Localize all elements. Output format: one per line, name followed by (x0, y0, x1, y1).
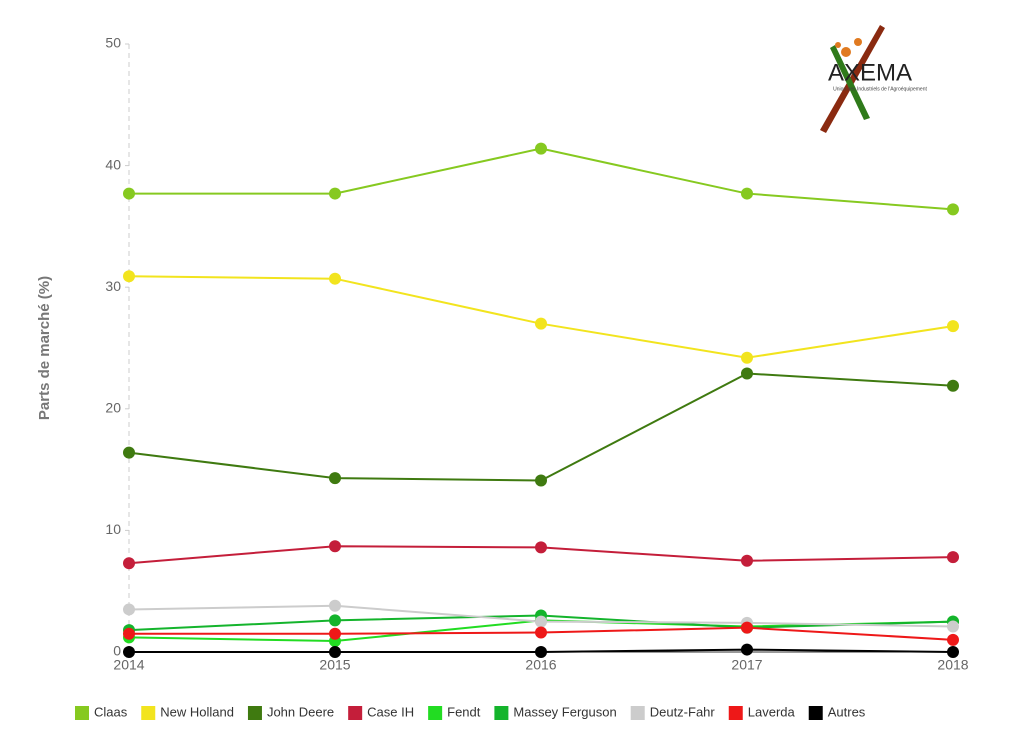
data-point (947, 551, 959, 564)
data-point (535, 474, 547, 487)
legend-swatch (141, 706, 156, 720)
legend-swatch (348, 706, 363, 720)
data-point (123, 187, 135, 200)
data-point (123, 627, 135, 640)
legend-label: New Holland (160, 704, 234, 719)
data-point (329, 646, 341, 658)
data-point (535, 541, 547, 554)
data-point (329, 540, 341, 553)
y-tick-label: 0 (113, 643, 121, 659)
legend-swatch (428, 706, 443, 720)
data-point (741, 367, 753, 380)
logo-tagline: Union des Industriels de l'Agroéquipemen… (833, 86, 927, 92)
logo-dot (841, 47, 851, 57)
data-point (741, 187, 753, 200)
y-tick-label: 10 (105, 521, 121, 537)
data-point (329, 472, 341, 485)
data-point (123, 446, 135, 459)
data-point (535, 646, 547, 658)
data-point (123, 603, 135, 616)
legend-label: Claas (94, 704, 128, 719)
legend-swatch (494, 706, 509, 720)
y-tick-label: 40 (105, 156, 121, 172)
data-point (947, 620, 959, 633)
x-tick-label: 2017 (731, 657, 762, 673)
x-tick-label: 2014 (113, 657, 144, 673)
data-point (123, 557, 135, 570)
data-point (329, 627, 341, 640)
logo-stroke (830, 45, 870, 120)
logo-dot (854, 38, 862, 46)
logo: AXEMA Union des Industriels de l'Agroéqu… (820, 25, 928, 133)
legend-swatch (75, 706, 89, 720)
data-point (947, 646, 959, 658)
data-point (947, 633, 959, 646)
data-point (947, 320, 959, 333)
legend-label: Fendt (447, 704, 481, 719)
series-line (129, 147, 954, 211)
legend-swatch (808, 706, 823, 720)
data-point (535, 626, 547, 639)
series-line (128, 275, 954, 359)
logo-stroke (820, 25, 885, 133)
data-point (535, 615, 547, 628)
legend-swatch (728, 706, 743, 720)
data-point (741, 621, 753, 634)
logo-dot (835, 42, 841, 48)
logo-text: AXEMA (828, 59, 912, 86)
legend-label: Autres (828, 704, 866, 719)
data-point (329, 187, 341, 200)
y-axis-title: Parts de marché (%) (36, 276, 53, 420)
legend-label: John Deere (267, 704, 334, 719)
data-point (535, 142, 547, 155)
data-point (741, 351, 753, 364)
x-tick-label: 2015 (319, 657, 350, 673)
data-point (329, 272, 341, 285)
data-point (329, 599, 341, 612)
data-point (123, 270, 135, 283)
legend-swatch (630, 706, 645, 720)
legend-label: Laverda (748, 704, 796, 719)
x-tick-label: 2016 (525, 657, 556, 673)
data-point (329, 614, 341, 627)
x-tick-label: 2018 (937, 657, 968, 673)
legend-label: Massey Ferguson (513, 704, 616, 719)
legend-swatch (247, 706, 262, 720)
y-tick-label: 20 (105, 400, 121, 416)
data-point (947, 379, 959, 392)
y-tick-label: 30 (105, 278, 121, 294)
legend-label: Case IH (367, 704, 414, 719)
data-point (741, 554, 753, 567)
legend-label: Deutz-Fahr (650, 704, 716, 719)
data-point (535, 317, 547, 330)
data-point (741, 643, 753, 656)
y-tick-label: 50 (105, 35, 121, 51)
data-point (123, 646, 135, 658)
data-point (947, 203, 959, 216)
series-line (128, 372, 954, 482)
